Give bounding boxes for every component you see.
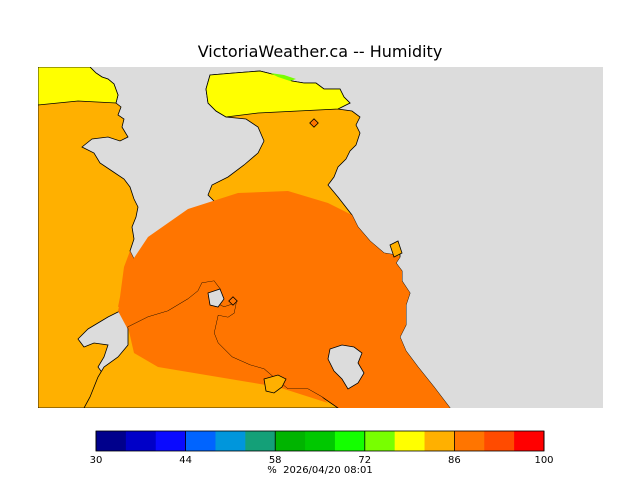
legend-swatch	[334, 431, 366, 451]
island-small	[263, 374, 287, 394]
legend-swatch	[155, 431, 187, 451]
island-east	[327, 344, 365, 390]
legend-tick-label: 30	[89, 455, 103, 466]
legend-swatch	[245, 431, 276, 451]
legend-tick-label: 58	[268, 455, 282, 466]
legend-tick-label: 100	[534, 455, 554, 466]
map-title: VictoriaWeather.ca -- Humidity	[197, 42, 443, 61]
legend-swatch	[484, 431, 515, 451]
west-land	[38, 67, 139, 408]
station-marker	[309, 118, 319, 128]
south-land-orange	[128, 281, 328, 403]
legend-swatch	[514, 431, 545, 451]
humidity-map	[38, 67, 603, 408]
legend-tick-label: 44	[179, 455, 192, 466]
legend-swatch	[275, 431, 306, 451]
north-green-fleck	[270, 73, 296, 81]
legend-swatch	[364, 431, 396, 451]
station-marker	[228, 296, 238, 306]
legend-swatch	[185, 431, 216, 451]
legend-swatch	[454, 431, 485, 451]
legend-swatch	[125, 431, 157, 451]
timestamp: 2026/04/20 08:01	[283, 465, 373, 476]
east-island	[389, 240, 403, 258]
legend-swatch	[305, 431, 336, 451]
legend-swatch	[394, 431, 426, 451]
legend-tick-label: 72	[358, 455, 372, 466]
inlet	[207, 288, 225, 308]
legend-swatch	[96, 431, 127, 451]
color-legend	[95, 430, 545, 452]
legend-caption: % 2026/04/20 08:01	[0, 465, 640, 476]
legend-unit: %	[267, 465, 277, 476]
legend-swatch	[424, 431, 455, 451]
legend-swatch	[215, 431, 246, 451]
legend-tick-label: 86	[448, 455, 461, 466]
west-land-yellow	[38, 67, 119, 106]
